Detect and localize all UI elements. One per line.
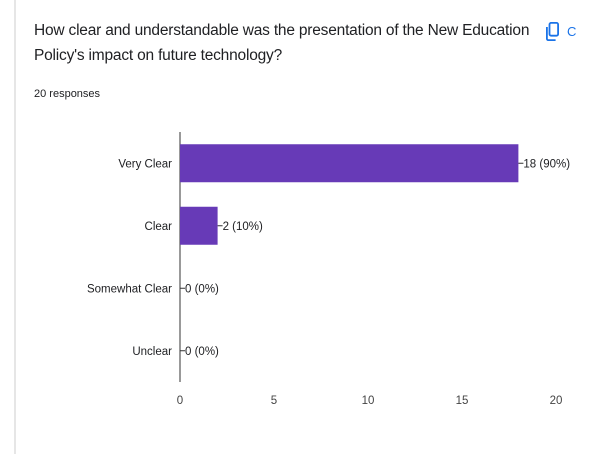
question-title: How clear and understandable was the pre… xyxy=(34,22,530,64)
copy-chart-button[interactable]: C xyxy=(546,20,576,42)
copy-label: C xyxy=(567,23,577,39)
data-label: 18 (90%) xyxy=(523,158,570,170)
x-tick-label: 20 xyxy=(550,395,563,407)
bar xyxy=(180,144,519,183)
copy-icon xyxy=(546,21,559,41)
category-label: Unclear xyxy=(132,346,172,358)
data-label: 0 (0%) xyxy=(185,346,219,358)
x-tick-label: 0 xyxy=(177,395,183,407)
x-tick-label: 15 xyxy=(456,395,469,407)
card-left-border xyxy=(14,0,16,454)
response-count: 20 responses xyxy=(34,88,101,100)
category-label: Very Clear xyxy=(118,158,172,170)
x-tick-label: 10 xyxy=(362,395,375,407)
data-label: 0 (0%) xyxy=(185,283,219,295)
category-label: Somewhat Clear xyxy=(87,283,172,295)
bar xyxy=(180,206,218,245)
data-label: 2 (10%) xyxy=(223,221,263,233)
x-tick-label: 5 xyxy=(271,395,277,407)
category-label: Clear xyxy=(145,221,173,233)
